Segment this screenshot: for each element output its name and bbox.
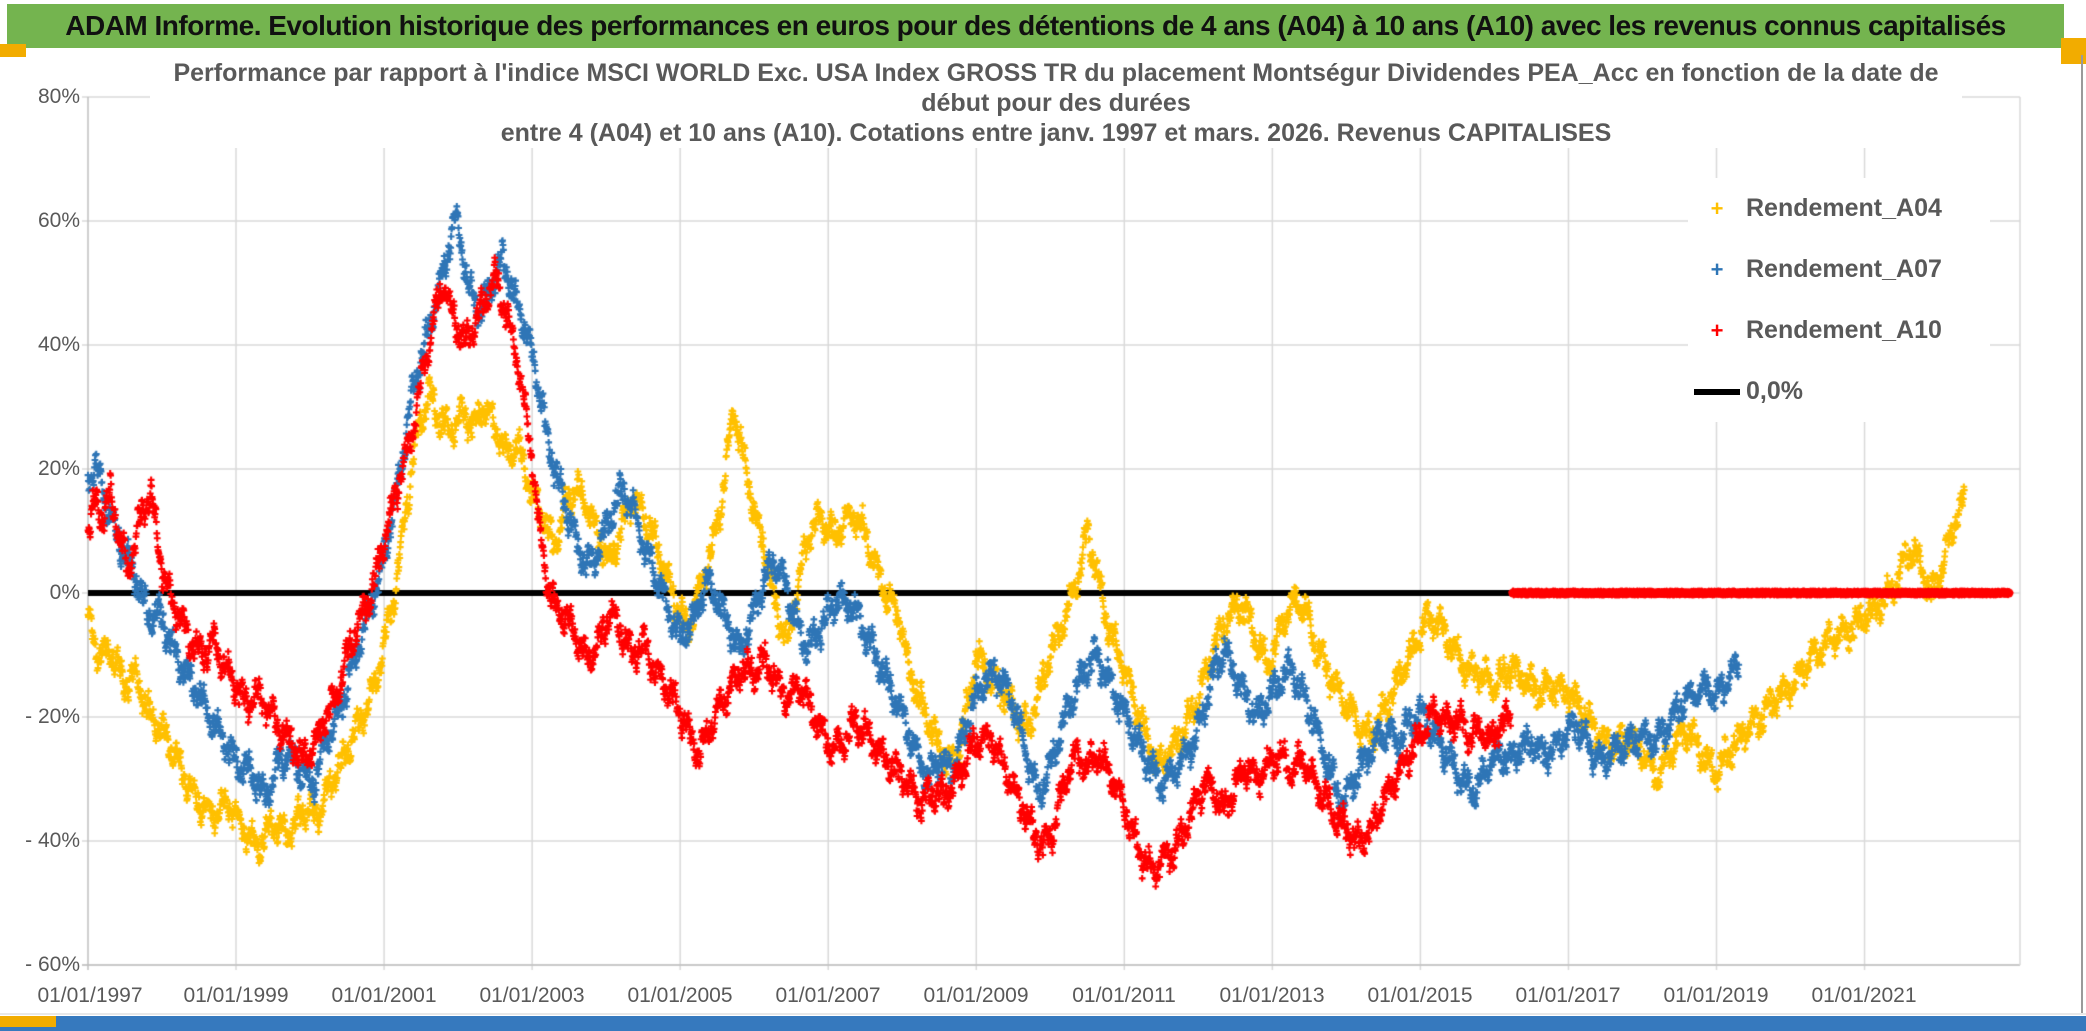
legend-label: Rendement_A07 <box>1746 255 1942 283</box>
legend-item-zero-line[interactable]: 0,0% <box>1688 361 1990 422</box>
plus-marker-icon: + <box>1710 256 1724 282</box>
legend-item-rendement-a04[interactable]: + Rendement_A04 <box>1688 178 1990 239</box>
y-tick-m40: - 40% <box>25 829 80 852</box>
legend-label: 0,0% <box>1746 377 1803 405</box>
legend-item-rendement-a10[interactable]: + Rendement_A10 <box>1688 300 1990 361</box>
x-tick-2009: 01/01/2009 <box>923 984 1029 1007</box>
x-tick-1997: 01/01/1997 <box>37 984 143 1007</box>
gold-accent-bottom-left <box>0 1016 56 1027</box>
plus-marker-icon: + <box>1710 317 1724 343</box>
right-window-border <box>2081 55 2083 1013</box>
x-tick-2001: 01/01/2001 <box>331 984 437 1007</box>
x-tick-2017: 01/01/2017 <box>1515 984 1621 1007</box>
bottom-divider <box>0 1013 2086 1015</box>
x-tick-2021: 01/01/2021 <box>1811 984 1917 1007</box>
legend-label: Rendement_A10 <box>1746 316 1942 344</box>
y-tick-20: 20% <box>37 457 80 480</box>
y-tick-80: 80% <box>37 85 80 108</box>
bottom-blue-bar <box>0 1016 2086 1031</box>
chart-title: Performance par rapport à l'indice MSCI … <box>150 58 1962 148</box>
x-tick-2015: 01/01/2015 <box>1367 984 1473 1007</box>
y-tick-40: 40% <box>37 333 80 356</box>
y-tick-0: 0% <box>49 581 80 604</box>
y-tick-m60: - 60% <box>25 953 80 976</box>
x-tick-2005: 01/01/2005 <box>627 984 733 1007</box>
plus-marker-icon: + <box>1710 195 1724 221</box>
y-tick-m20: - 20% <box>25 705 80 728</box>
x-tick-2013: 01/01/2013 <box>1219 984 1325 1007</box>
x-tick-1999: 01/01/1999 <box>183 984 289 1007</box>
chart-legend: + Rendement_A04 + Rendement_A07 + Rendem… <box>1688 178 1990 422</box>
legend-label: Rendement_A04 <box>1746 194 1942 222</box>
zero-line-swatch <box>1694 388 1740 395</box>
x-tick-2003: 01/01/2003 <box>479 984 585 1007</box>
y-tick-60: 60% <box>37 209 80 232</box>
legend-item-rendement-a07[interactable]: + Rendement_A07 <box>1688 239 1990 300</box>
x-tick-2007: 01/01/2007 <box>775 984 881 1007</box>
chart-title-line2: début pour des durées <box>921 89 1191 117</box>
chart-title-line3: entre 4 (A04) et 10 ans (A10). Cotations… <box>500 119 1612 147</box>
x-tick-2019: 01/01/2019 <box>1663 984 1769 1007</box>
chart-title-line1: Performance par rapport à l'indice MSCI … <box>173 59 1939 87</box>
x-tick-2011: 01/01/2011 <box>1072 984 1176 1007</box>
